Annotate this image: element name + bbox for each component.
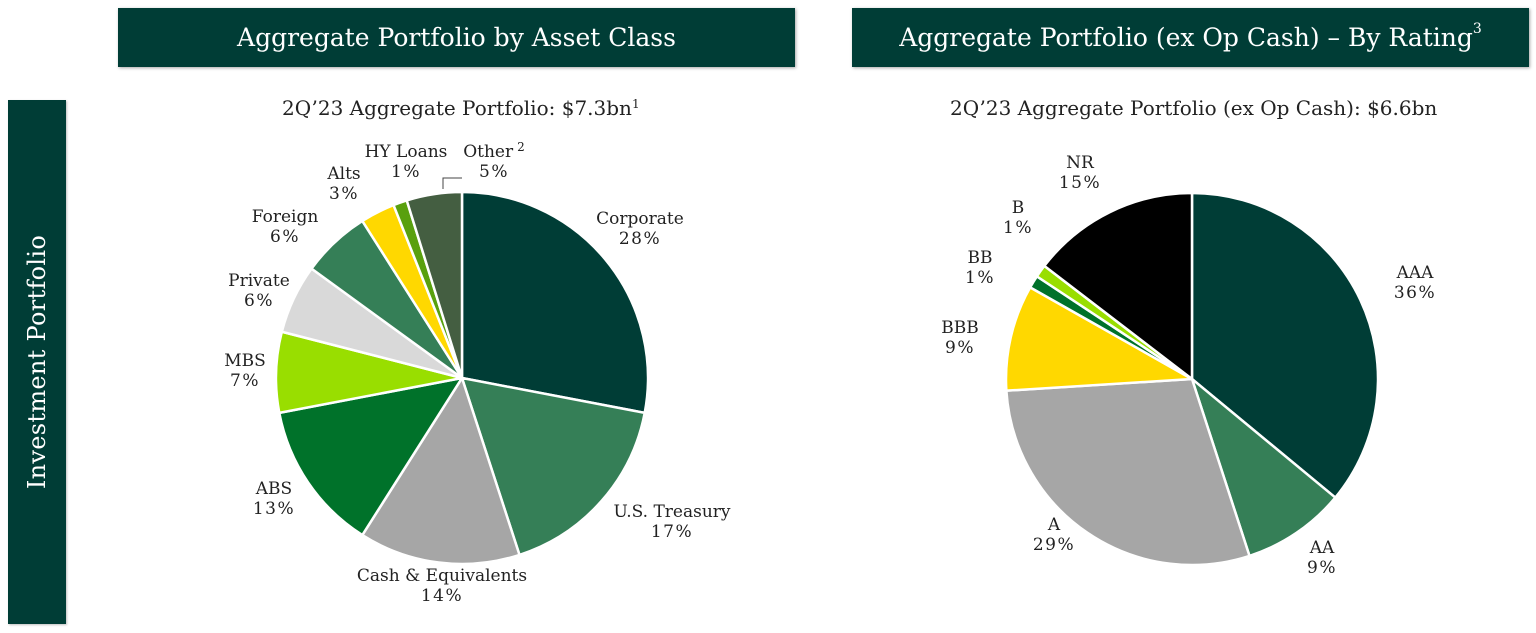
slice-label-u-s-treasury: U.S. Treasury 17% <box>613 502 730 542</box>
slice-value-foreign: 6% <box>270 227 300 247</box>
slice-label-bbb: BBB 9% <box>941 318 978 358</box>
header-by-rating-footnote: 3 <box>1472 20 1482 37</box>
slice-value-nr: 15% <box>1059 173 1101 193</box>
pie-slice-u-s-treasury <box>460 376 646 557</box>
pie-slice-corporate <box>460 190 650 415</box>
slice-value-b: 1% <box>1003 218 1033 238</box>
subtitle-asset-class: 2Q’23 Aggregate Portfolio: $7.3bn1 <box>282 96 640 120</box>
slice-value-bbb: 9% <box>945 338 975 358</box>
slice-value-aa: 9% <box>1307 558 1337 578</box>
slice-label-corporate: Corporate 28% <box>596 209 684 249</box>
slice-label-a: A 29% <box>1033 515 1075 555</box>
slice-label-private: Private 6% <box>228 271 290 311</box>
slice-label-cash-equivalents: Cash & Equivalents 14% <box>357 566 527 606</box>
slice-label-b: B 1% <box>1003 198 1033 238</box>
pie-slice-abs <box>278 376 464 537</box>
slice-value-alts: 3% <box>329 184 359 204</box>
slice-value-hy-loans: 1% <box>391 162 421 182</box>
slice-value-cash-equivalents: 14% <box>421 586 463 606</box>
slice-value-corporate: 28% <box>619 229 661 249</box>
pie-slice-other <box>405 190 464 380</box>
slice-value-private: 6% <box>244 291 274 311</box>
slice-value-a: 29% <box>1033 535 1075 555</box>
slice-label-foreign: Foreign 6% <box>252 207 319 247</box>
pie-slice-aaa <box>1190 191 1380 499</box>
header-asset-class: Aggregate Portfolio by Asset Class <box>118 8 795 67</box>
side-banner: Investment Portfolio <box>8 100 66 624</box>
slice-label-hy-loans: HY Loans 1% <box>365 142 448 182</box>
slice-label-aa: AA 9% <box>1307 538 1337 578</box>
pie-slice-nr <box>1043 191 1194 381</box>
slice-value-other: 5% <box>479 162 509 182</box>
slice-value-bb: 1% <box>965 268 995 288</box>
header-asset-class-text: Aggregate Portfolio by Asset Class <box>237 23 676 52</box>
slice-label-alts: Alts 3% <box>326 164 360 204</box>
pie-slice-cash-equivalents <box>361 376 521 566</box>
slice-label-mbs: MBS 7% <box>224 351 266 391</box>
slice-label-aaa: AAA 36% <box>1394 263 1436 303</box>
subtitle-by-rating-text: 2Q’23 Aggregate Portfolio (ex Op Cash): … <box>950 96 1438 120</box>
pie-slice-a <box>1005 377 1251 567</box>
slice-label-other: Other 2 5% <box>463 140 525 182</box>
slice-value-abs: 13% <box>253 499 295 519</box>
header-by-rating-text: Aggregate Portfolio (ex Op Cash) – By Ra… <box>899 23 1473 52</box>
slice-value-mbs: 7% <box>230 371 260 391</box>
slice-value-u-s-treasury: 17% <box>651 522 693 542</box>
subtitle-asset-class-footnote: 1 <box>631 97 640 111</box>
pie-slice-bbb <box>1004 286 1194 392</box>
slice-label-nr: NR 15% <box>1059 153 1101 193</box>
slice-value-aaa: 36% <box>1394 283 1436 303</box>
slice-label-abs: ABS 13% <box>253 479 295 519</box>
header-by-rating: Aggregate Portfolio (ex Op Cash) – By Ra… <box>852 8 1529 67</box>
slice-label-bb: BB 1% <box>965 248 995 288</box>
subtitle-by-rating: 2Q’23 Aggregate Portfolio (ex Op Cash): … <box>950 96 1437 120</box>
pie-slice-aa <box>1190 377 1337 558</box>
subtitle-asset-class-text: 2Q’23 Aggregate Portfolio: $7.3bn <box>282 96 632 120</box>
leader-line-other <box>442 177 462 189</box>
